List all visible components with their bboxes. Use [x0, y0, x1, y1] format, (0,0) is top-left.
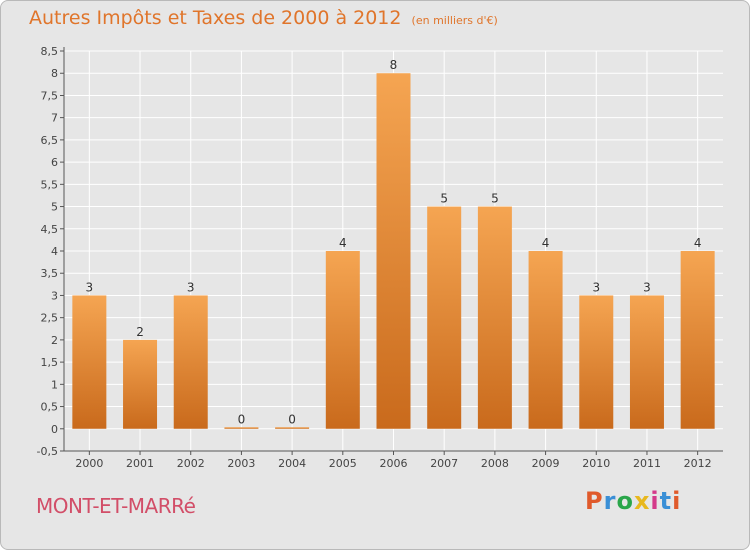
y-tick-label: 7 [51, 112, 58, 125]
bar [224, 427, 259, 429]
bars [72, 73, 715, 429]
x-tick-label: 2006 [380, 457, 408, 470]
bar [629, 295, 664, 429]
bar [173, 295, 208, 429]
logo-letter: t [659, 487, 673, 515]
x-tick-label: 2000 [75, 457, 103, 470]
bar-value-label: 3 [187, 280, 195, 294]
y-tick-label: 8 [51, 67, 58, 80]
bar [376, 73, 411, 429]
x-tick-label: 2002 [177, 457, 205, 470]
y-tick-label: 5 [51, 201, 58, 214]
logo-letter: i [650, 487, 660, 515]
y-tick-label: -0,5 [37, 445, 58, 458]
bar [325, 251, 360, 429]
bar-value-label: 2 [136, 325, 144, 339]
y-tick-label: 1 [51, 378, 58, 391]
bar-value-label: 0 [238, 412, 246, 426]
logo-letter: r [603, 487, 617, 515]
y-tick-label: 3 [51, 289, 58, 302]
y-tick-label: 0 [51, 423, 58, 436]
bar [427, 206, 462, 429]
axes [60, 47, 723, 455]
logo-letter: o [616, 487, 634, 515]
y-tick-label: 7,5 [41, 89, 59, 102]
bar [680, 251, 715, 429]
bar-value-label: 3 [86, 280, 94, 294]
x-tick-label: 2005 [329, 457, 357, 470]
bar-value-label: 0 [288, 412, 296, 426]
y-tick-label: 3,5 [41, 267, 59, 280]
y-tick-label: 1,5 [41, 356, 59, 369]
chart-title-text: Autres Impôts et Taxes de 2000 à 2012 [29, 7, 402, 29]
value-labels: 3 2 3 0 0 4 8 5 5 4 3 3 4 [86, 58, 702, 426]
x-tick-label: 2008 [481, 457, 509, 470]
bar-value-label: 4 [694, 236, 702, 250]
town-name: MONT-ET-MARRé [36, 494, 196, 518]
x-tick-label: 2009 [532, 457, 560, 470]
chart-title: Autres Impôts et Taxes de 2000 à 2012 (e… [29, 7, 498, 29]
y-tick-label: 4 [51, 245, 58, 258]
bar-value-label: 4 [542, 236, 550, 250]
bar [123, 339, 158, 429]
x-tick-label: 2001 [126, 457, 154, 470]
x-tick-label: 2011 [633, 457, 661, 470]
x-tick-label: 2003 [227, 457, 255, 470]
proxiti-logo: Proxiti [585, 487, 681, 515]
chart-unit-note: (en milliers d'€) [411, 14, 498, 27]
y-tick-label: 2,5 [41, 312, 59, 325]
bar-value-label: 5 [440, 192, 448, 206]
y-tick-label: 6,5 [41, 134, 59, 147]
x-tick-label: 2012 [684, 457, 712, 470]
x-tick-label: 2007 [430, 457, 458, 470]
logo-letter: P [585, 487, 604, 515]
bar-value-label: 5 [491, 192, 499, 206]
y-tick-label: 0,5 [41, 401, 59, 414]
bar [477, 206, 512, 429]
logo-letter: i [672, 487, 682, 515]
y-tick-label: 2 [51, 334, 58, 347]
bar-value-label: 4 [339, 236, 347, 250]
x-tick-labels: 2000 2001 2002 2003 2004 2005 2006 2007 2008 2009… [75, 457, 711, 470]
y-tick-label: 4,5 [41, 223, 59, 236]
bar [72, 295, 107, 429]
bar-value-label: 3 [643, 280, 651, 294]
x-tick-label: 2004 [278, 457, 306, 470]
y-tick-label: 8,5 [41, 45, 59, 58]
bar [275, 427, 310, 429]
bar [579, 295, 614, 429]
y-tick-label: 5,5 [41, 178, 59, 191]
y-tick-labels: -0,5 0 0,5 1 1,5 2 2,5 3 3,5 4 4,5 5 5,5 6 6,5 7 7,5 8 8,5 [37, 45, 58, 458]
logo-letter: x [633, 487, 651, 515]
bar [528, 251, 563, 429]
x-tick-label: 2010 [582, 457, 610, 470]
bar-value-label: 8 [390, 58, 398, 72]
y-tick-label: 6 [51, 156, 58, 169]
bar-value-label: 3 [592, 280, 600, 294]
